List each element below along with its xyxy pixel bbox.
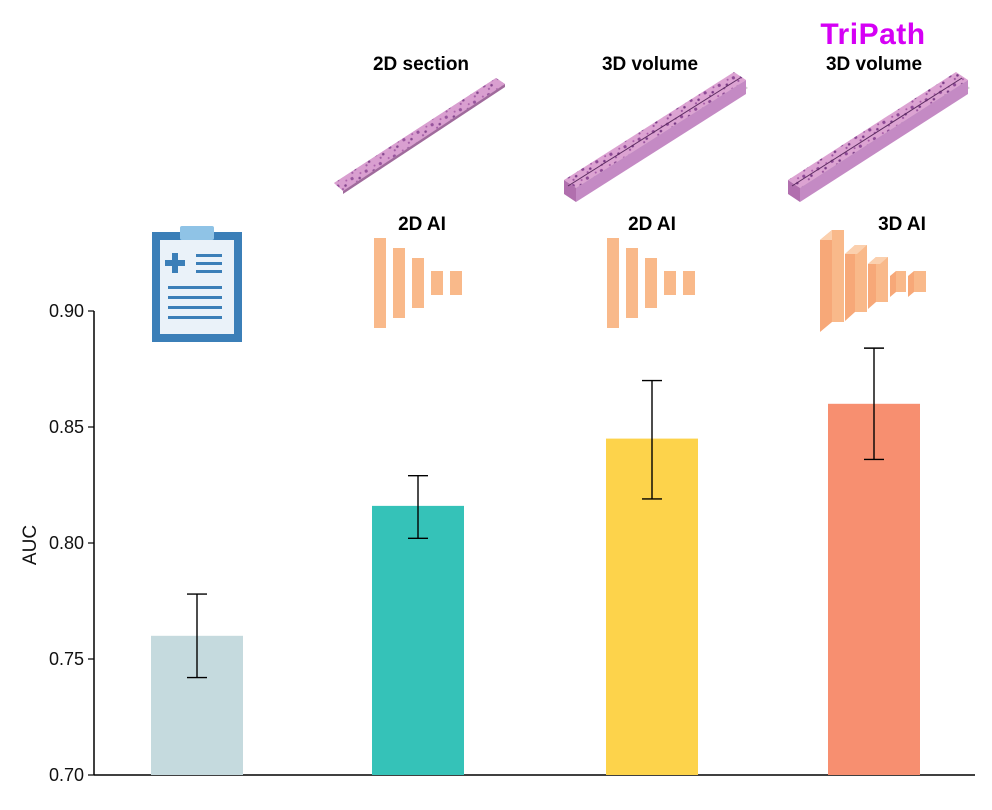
brand-label: TriPath bbox=[820, 18, 925, 51]
2d-tissue-slice-icon bbox=[334, 78, 505, 194]
y-tick-label: 0.80 bbox=[49, 533, 84, 553]
2d-neural-network-icon-2 bbox=[607, 238, 695, 328]
bars bbox=[151, 403, 920, 775]
section-label-col2: 2D section bbox=[373, 54, 469, 75]
bar bbox=[372, 505, 464, 775]
error-bar bbox=[864, 347, 884, 461]
3d-tissue-volume-icon bbox=[564, 72, 748, 202]
y-tick-label: 0.75 bbox=[49, 649, 84, 669]
y-tick-label: 0.90 bbox=[49, 301, 84, 321]
y-axis-label: AUC bbox=[20, 525, 41, 565]
3d-tissue-volume-icon-2 bbox=[788, 72, 970, 202]
error-bar bbox=[642, 379, 662, 500]
y-axis: 0.70 0.75 0.80 0.85 0.90 bbox=[49, 301, 975, 785]
2d-neural-network-icon bbox=[374, 238, 462, 328]
error-bar bbox=[187, 593, 207, 679]
y-tick-label: 0.85 bbox=[49, 417, 84, 437]
error-bar bbox=[408, 475, 428, 540]
model-label-col2: 2D AI bbox=[398, 214, 446, 235]
clipboard-icon bbox=[152, 226, 242, 342]
3d-neural-network-icon bbox=[820, 230, 926, 332]
bar bbox=[828, 403, 920, 775]
model-label-col3: 2D AI bbox=[628, 214, 676, 235]
error-bars bbox=[187, 347, 884, 679]
y-tick-label: 0.70 bbox=[49, 765, 84, 785]
section-label-col3: 3D volume bbox=[602, 54, 698, 75]
section-label-col4: 3D volume bbox=[826, 54, 922, 75]
model-label-col4: 3D AI bbox=[878, 214, 926, 235]
